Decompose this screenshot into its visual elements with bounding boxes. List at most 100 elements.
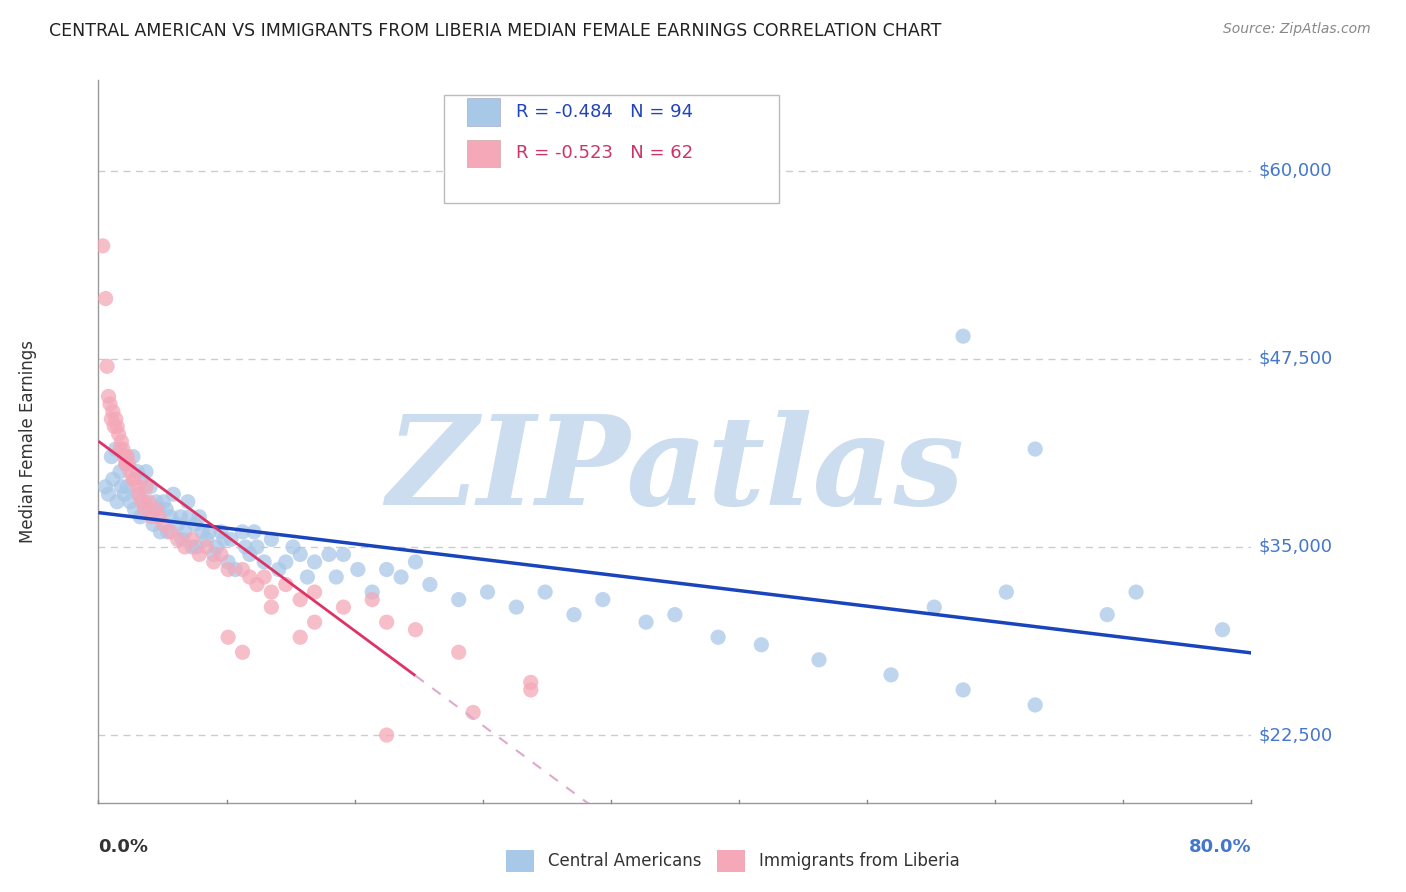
Point — [112, 487, 135, 501]
Point — [534, 585, 557, 599]
Point — [246, 577, 269, 591]
Point — [117, 480, 138, 494]
Point — [186, 540, 208, 554]
Point — [995, 585, 1018, 599]
Point — [389, 570, 412, 584]
Point — [212, 533, 235, 547]
FancyBboxPatch shape — [467, 139, 499, 167]
Point — [114, 457, 136, 471]
Point — [141, 509, 163, 524]
Point — [447, 645, 470, 659]
Point — [104, 412, 127, 426]
Point — [166, 533, 188, 547]
Text: $47,500: $47,500 — [1258, 350, 1333, 368]
Point — [97, 487, 120, 501]
Point — [217, 630, 239, 644]
Point — [120, 465, 142, 479]
Point — [108, 442, 131, 456]
Point — [128, 487, 150, 501]
Point — [290, 548, 312, 562]
Point — [94, 292, 117, 306]
Point — [880, 668, 903, 682]
Point — [111, 442, 134, 456]
Point — [103, 419, 125, 434]
Point — [243, 524, 266, 539]
Point — [135, 465, 157, 479]
Point — [562, 607, 585, 622]
Text: ZIPatlas: ZIPatlas — [385, 409, 965, 532]
Point — [520, 682, 543, 697]
Point — [297, 570, 319, 584]
Point — [162, 487, 184, 501]
Point — [114, 457, 136, 471]
Point — [98, 397, 121, 411]
Point — [96, 359, 118, 374]
Point — [122, 450, 145, 464]
Point — [636, 615, 658, 630]
Point — [505, 600, 527, 615]
Point — [477, 585, 499, 599]
Point — [184, 517, 207, 532]
Point — [361, 592, 384, 607]
Point — [169, 509, 191, 524]
Point — [97, 389, 120, 403]
Text: Source: ZipAtlas.com: Source: ZipAtlas.com — [1223, 22, 1371, 37]
Point — [318, 548, 340, 562]
Point — [105, 494, 128, 508]
Point — [148, 502, 170, 516]
Point — [281, 540, 304, 554]
Point — [1097, 607, 1119, 622]
Point — [159, 524, 181, 539]
Point — [100, 450, 122, 464]
Point — [231, 562, 254, 576]
Point — [195, 533, 218, 547]
Point — [260, 585, 283, 599]
Point — [129, 509, 152, 524]
Point — [375, 562, 398, 576]
Point — [217, 562, 239, 576]
Point — [1024, 442, 1046, 456]
Point — [139, 480, 162, 494]
Point — [375, 615, 398, 630]
Point — [209, 524, 232, 539]
Point — [375, 728, 398, 742]
Point — [202, 555, 225, 569]
Point — [145, 502, 167, 516]
Point — [149, 524, 172, 539]
Text: $35,000: $35,000 — [1258, 538, 1333, 556]
Point — [246, 540, 269, 554]
Text: $60,000: $60,000 — [1258, 161, 1331, 179]
Point — [195, 540, 218, 554]
Text: 80.0%: 80.0% — [1188, 838, 1251, 856]
Point — [419, 577, 441, 591]
Point — [707, 630, 730, 644]
Point — [405, 555, 427, 569]
Point — [152, 517, 174, 532]
Point — [239, 570, 262, 584]
Point — [346, 562, 368, 576]
Point — [267, 562, 290, 576]
Text: R = -0.523   N = 62: R = -0.523 N = 62 — [516, 145, 693, 162]
Point — [152, 494, 174, 508]
Point — [751, 638, 773, 652]
Point — [110, 434, 132, 449]
Point — [105, 419, 128, 434]
Point — [159, 509, 181, 524]
Point — [112, 450, 135, 464]
Point — [101, 472, 124, 486]
Point — [447, 592, 470, 607]
Point — [122, 472, 145, 486]
Point — [131, 494, 153, 508]
Point — [177, 494, 200, 508]
Point — [166, 517, 188, 532]
Text: R = -0.484   N = 94: R = -0.484 N = 94 — [516, 103, 693, 121]
Point — [209, 548, 232, 562]
Point — [118, 457, 141, 471]
Point — [260, 533, 283, 547]
Point — [290, 592, 312, 607]
Point — [361, 585, 384, 599]
Point — [110, 480, 132, 494]
Point — [304, 585, 326, 599]
Point — [174, 524, 197, 539]
Point — [239, 548, 262, 562]
